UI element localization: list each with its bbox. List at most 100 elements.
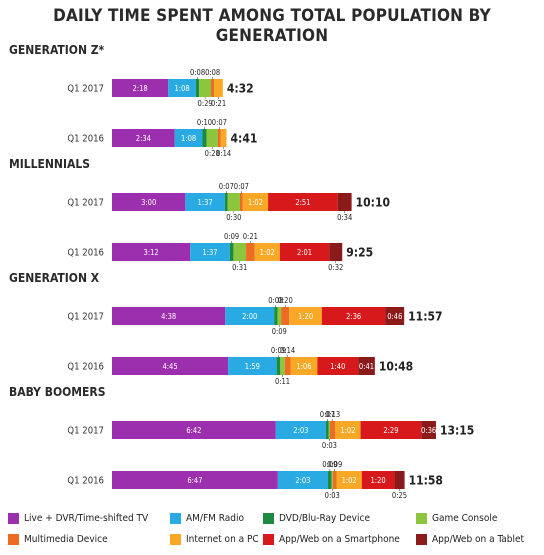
bar-segment bbox=[206, 129, 218, 147]
bar-segment bbox=[385, 307, 405, 325]
group-title: MILLENNIALS bbox=[9, 157, 90, 171]
segment-value: 1:40 bbox=[330, 362, 345, 371]
legend-swatch bbox=[170, 534, 181, 545]
bar-segment bbox=[284, 357, 291, 375]
row-label: Q1 2016 bbox=[67, 362, 104, 373]
row-label: Q1 2017 bbox=[67, 426, 104, 437]
segment-value: 1:59 bbox=[245, 362, 260, 371]
segment-value: 1:20 bbox=[371, 476, 386, 485]
bar-segment bbox=[337, 193, 352, 211]
segment-value: 0:08 bbox=[268, 296, 283, 305]
segment-value: 0:09 bbox=[322, 460, 337, 469]
bar-segment bbox=[202, 129, 207, 147]
bar-segment bbox=[242, 193, 269, 211]
segment-value: 3:00 bbox=[141, 198, 156, 207]
bar-segment bbox=[112, 421, 276, 439]
segment-value: 1:02 bbox=[342, 476, 357, 485]
bar-segment bbox=[225, 307, 275, 325]
bar-segment bbox=[421, 421, 436, 439]
bar-segment bbox=[211, 79, 215, 97]
bar-segment bbox=[195, 79, 200, 97]
bar-segment bbox=[361, 471, 395, 489]
segment-value: 0:30 bbox=[226, 213, 241, 222]
bar-segment bbox=[254, 243, 280, 261]
legend-label: App/Web on a Tablet bbox=[432, 534, 525, 545]
bar-segment bbox=[325, 421, 329, 439]
bar-segment bbox=[336, 471, 362, 489]
segment-value: 2:00 bbox=[242, 312, 257, 321]
legend-label: Live + DVR/Time-shifted TV bbox=[24, 513, 149, 524]
legend-swatch bbox=[416, 534, 427, 545]
bar-segment bbox=[224, 193, 228, 211]
row-total: 10:48 bbox=[379, 360, 413, 374]
legend-swatch bbox=[263, 513, 274, 524]
bar-segment bbox=[277, 307, 282, 325]
segment-value: 1:37 bbox=[202, 248, 217, 257]
row-total: 13:15 bbox=[440, 424, 474, 438]
segment-value: 0:09 bbox=[271, 346, 286, 355]
segment-value: 0:10 bbox=[197, 118, 212, 127]
bar-segment bbox=[330, 421, 336, 439]
segment-value: 0:11 bbox=[275, 377, 290, 386]
row-total: 11:57 bbox=[408, 310, 442, 324]
bar-segment bbox=[227, 193, 240, 211]
segment-value: 4:38 bbox=[161, 312, 176, 321]
chart-title: DAILY TIME SPENT AMONG TOTAL POPULATION … bbox=[53, 6, 491, 46]
bar-segment bbox=[112, 79, 169, 97]
segment-value: 1:08 bbox=[181, 134, 196, 143]
segment-value: 0:28 bbox=[205, 149, 220, 158]
legend-swatch bbox=[263, 534, 274, 545]
segment-value: 2:29 bbox=[383, 426, 398, 435]
legend-label: Multimedia Device bbox=[24, 534, 108, 545]
bar-segment bbox=[317, 357, 359, 375]
bar-segment bbox=[217, 129, 221, 147]
segment-value: 2:01 bbox=[297, 248, 312, 257]
segment-value: 1:06 bbox=[296, 362, 311, 371]
bar-segment bbox=[246, 243, 255, 261]
legend-swatch bbox=[8, 513, 19, 524]
bar-segment bbox=[168, 79, 196, 97]
segment-value: 1:02 bbox=[248, 198, 263, 207]
segment-value: 0:21 bbox=[211, 99, 226, 108]
segment-value: 0:08 bbox=[190, 68, 205, 77]
bar-segment bbox=[112, 243, 191, 261]
segment-value: 4:45 bbox=[162, 362, 177, 371]
bar-segment bbox=[112, 307, 226, 325]
bar-segment bbox=[276, 357, 281, 375]
bar-segment bbox=[275, 421, 326, 439]
bar-segment bbox=[112, 357, 229, 375]
row-label: Q1 2017 bbox=[67, 198, 104, 209]
segment-value: 2:18 bbox=[133, 84, 148, 93]
bar-segment bbox=[394, 471, 405, 489]
bar-segment bbox=[274, 307, 278, 325]
legend-label: App/Web on a Smartphone bbox=[279, 534, 400, 545]
segment-value: 3:12 bbox=[144, 248, 159, 257]
bar-segment bbox=[329, 243, 343, 261]
bar-segment bbox=[360, 421, 422, 439]
segment-value: 2:03 bbox=[293, 426, 308, 435]
segment-value: 1:37 bbox=[198, 198, 213, 207]
segment-value: 6:42 bbox=[186, 426, 201, 435]
segment-value: 0:20 bbox=[278, 296, 293, 305]
bar-segment bbox=[185, 193, 225, 211]
segment-value: 1:20 bbox=[298, 312, 313, 321]
segment-value: 2:03 bbox=[295, 476, 310, 485]
row-label: Q1 2016 bbox=[67, 248, 104, 259]
row-label: Q1 2016 bbox=[67, 476, 104, 487]
legend-label: AM/FM Radio bbox=[186, 513, 245, 524]
row-total: 11:58 bbox=[409, 474, 443, 488]
bar-segment bbox=[112, 129, 175, 147]
bar-segment bbox=[335, 421, 361, 439]
bar-segment bbox=[220, 129, 227, 147]
segment-value: 0:14 bbox=[216, 149, 231, 158]
segment-value: 0:32 bbox=[328, 263, 343, 272]
bar-segment bbox=[229, 243, 234, 261]
bar-segment bbox=[280, 357, 285, 375]
segment-value: 2:34 bbox=[136, 134, 151, 143]
segment-value: 0:25 bbox=[392, 491, 407, 500]
legend-swatch bbox=[8, 534, 19, 545]
bar-segment bbox=[268, 193, 338, 211]
segment-value: 2:51 bbox=[295, 198, 310, 207]
bar-segment bbox=[112, 193, 186, 211]
bar-segment bbox=[289, 307, 322, 325]
